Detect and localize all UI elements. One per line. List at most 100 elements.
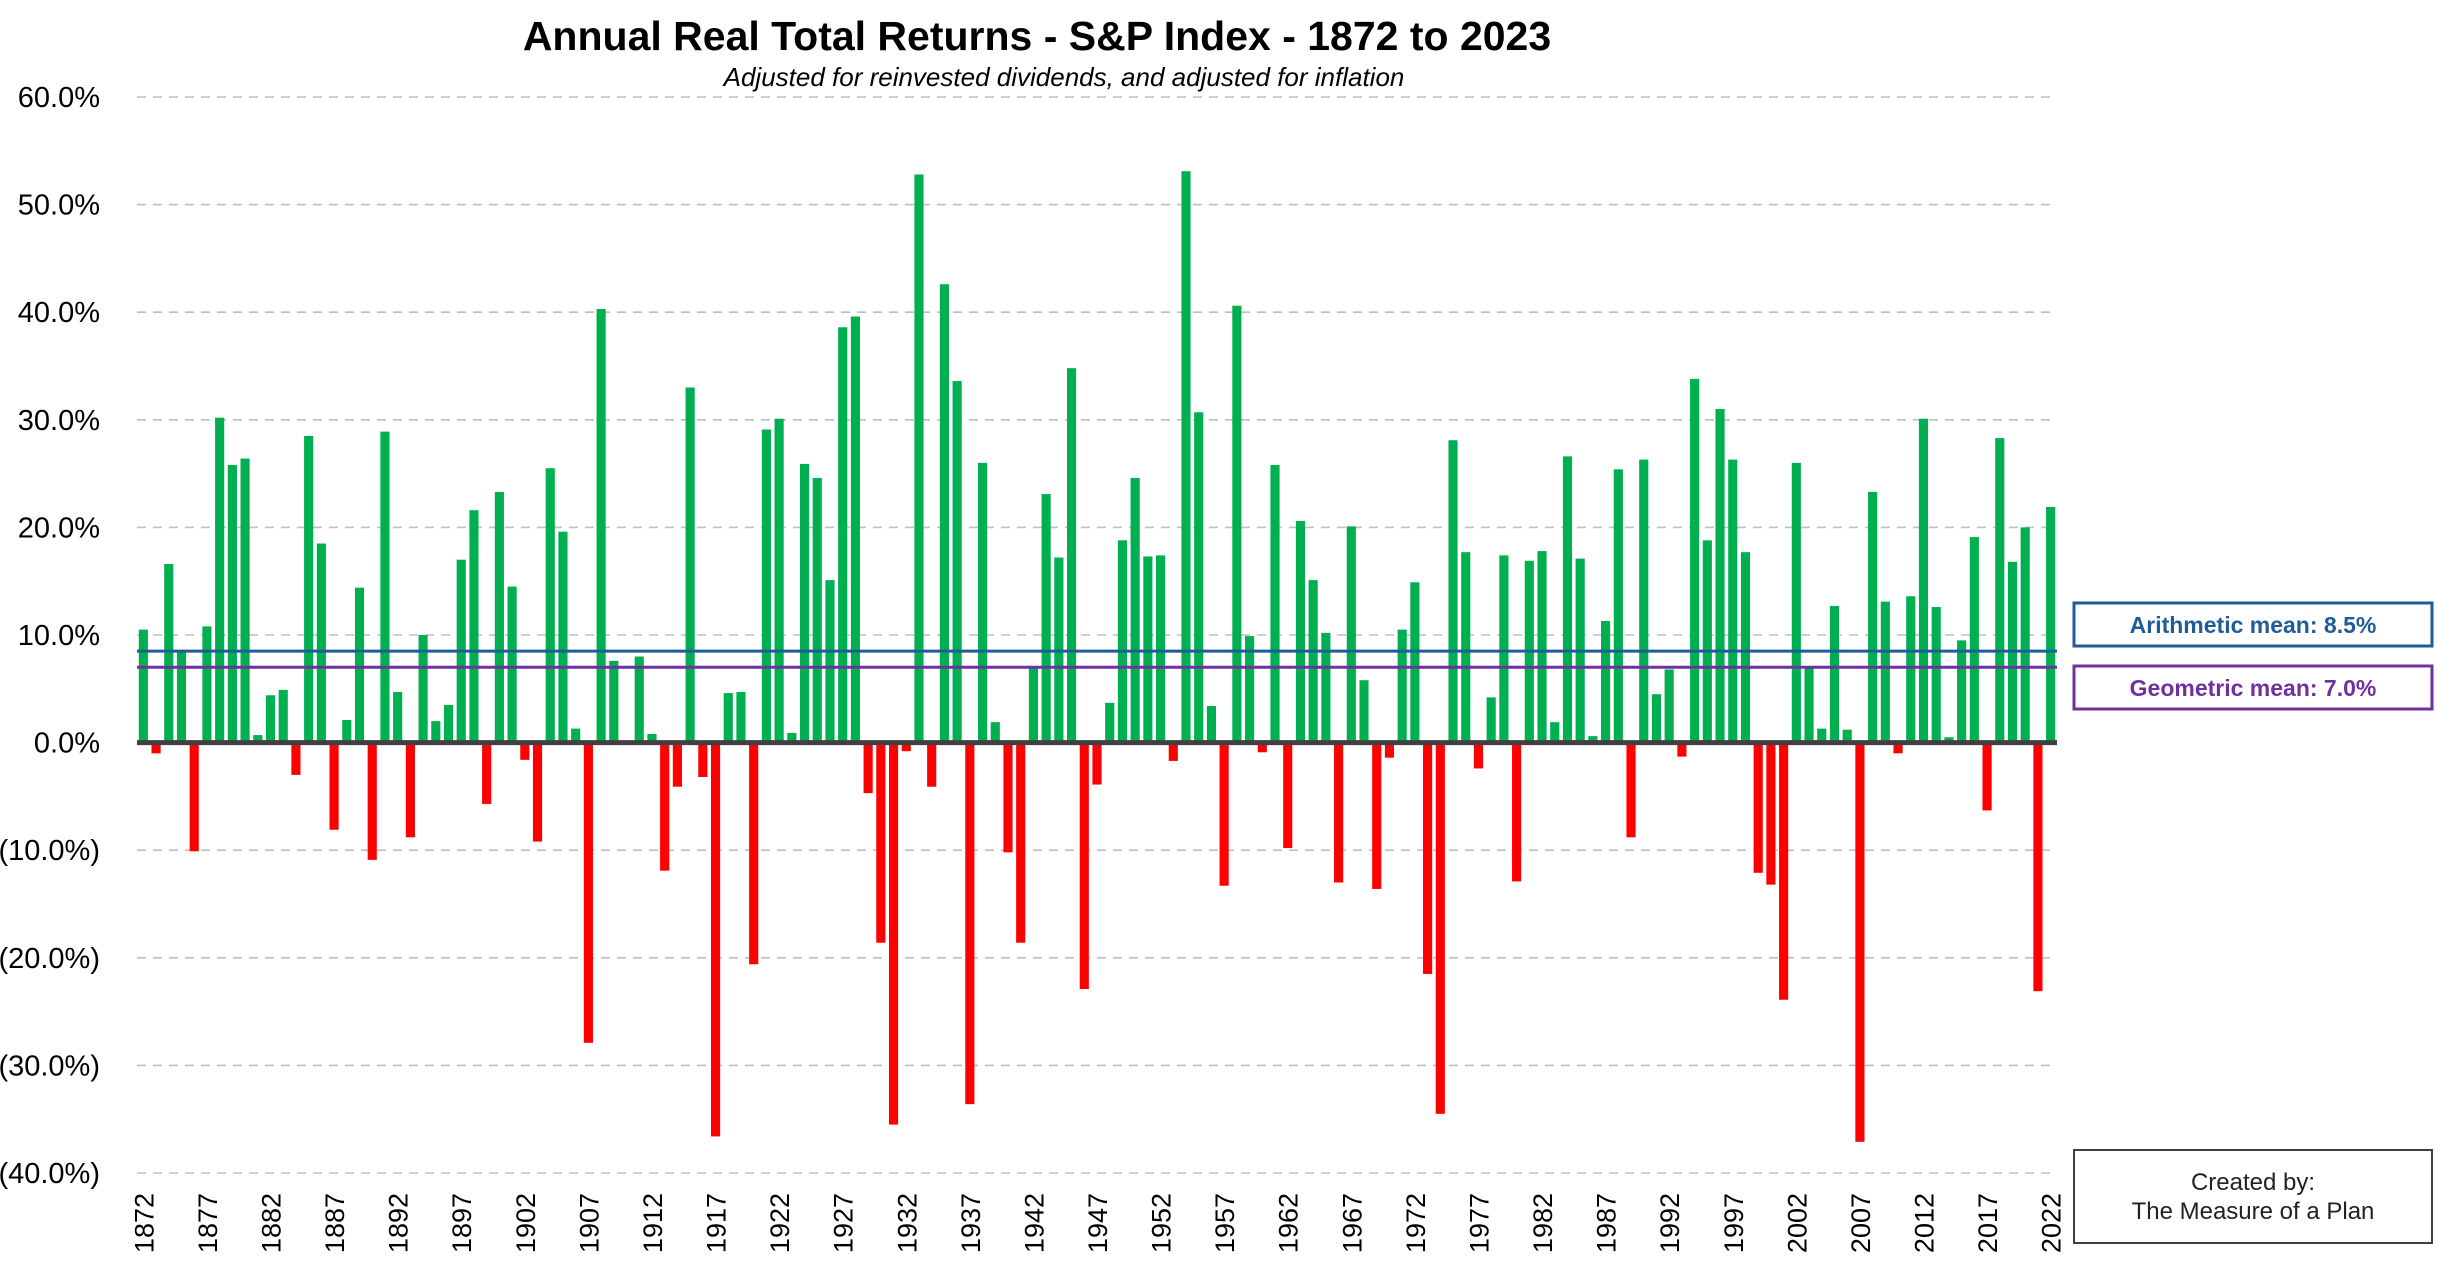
bar-1953 xyxy=(1168,742,1178,761)
bar-1986 xyxy=(1588,736,1598,743)
bar-1935 xyxy=(939,284,949,743)
x-tick-label: 1967 xyxy=(1337,1193,1367,1253)
bar-1961 xyxy=(1270,464,1280,743)
bar-1882 xyxy=(265,695,276,743)
bar-1899 xyxy=(482,742,492,804)
created-by-note: Created by: The Measure of a Plan xyxy=(2073,1149,2433,1244)
bar-1926 xyxy=(825,580,835,743)
x-tick-label: 1897 xyxy=(447,1193,477,1253)
x-tick-label: 1917 xyxy=(702,1193,732,1253)
bar-1890 xyxy=(367,742,377,860)
x-tick-label: 2007 xyxy=(1846,1193,1876,1253)
x-tick-label: 1922 xyxy=(765,1193,795,1253)
bar-1876 xyxy=(189,742,199,852)
bar-1900 xyxy=(494,491,504,743)
chart-subtitle: Adjusted for reinvested dividends, and a… xyxy=(722,62,1405,92)
bar-1943 xyxy=(1041,494,1051,743)
bar-1898 xyxy=(469,510,479,743)
bar-1916 xyxy=(698,742,708,778)
bar-1946 xyxy=(1079,742,1089,989)
bar-1980 xyxy=(1512,742,1522,882)
bar-1962 xyxy=(1283,742,1293,849)
bar-1992 xyxy=(1664,669,1674,743)
bar-1947 xyxy=(1092,742,1102,785)
bar-1934 xyxy=(927,742,937,787)
x-tick-label: 1882 xyxy=(257,1193,287,1253)
bar-1948 xyxy=(1105,702,1115,743)
bar-1971 xyxy=(1397,629,1407,743)
x-tick-label: 2022 xyxy=(2037,1193,2067,1253)
mean-label-1: Geometric mean: 7.0% xyxy=(2130,675,2377,701)
bar-1969 xyxy=(1372,742,1382,889)
bars xyxy=(138,171,2056,1142)
bar-1886 xyxy=(316,543,326,743)
bar-2022 xyxy=(2046,506,2056,743)
bar-1919 xyxy=(736,692,746,743)
bar-1998 xyxy=(1740,552,1751,743)
bar-1974 xyxy=(1435,742,1445,1114)
bar-1949 xyxy=(1117,540,1127,743)
bar-1988 xyxy=(1613,469,1623,743)
bar-1996 xyxy=(1715,409,1725,743)
bar-1963 xyxy=(1295,520,1306,743)
bar-1922 xyxy=(774,418,784,743)
x-tick-label: 1987 xyxy=(1592,1193,1622,1253)
x-tick-label: 2002 xyxy=(1782,1193,1812,1253)
y-tick-label: 40.0% xyxy=(18,297,100,329)
bar-1978 xyxy=(1486,697,1496,743)
x-tick-label: 1892 xyxy=(384,1193,414,1253)
x-tick-label: 1937 xyxy=(956,1193,986,1253)
bar-2021 xyxy=(2033,742,2043,992)
bar-1950 xyxy=(1130,477,1140,743)
bar-1984 xyxy=(1562,456,1573,743)
bar-1928 xyxy=(850,316,860,743)
x-tick-label: 1907 xyxy=(574,1193,604,1253)
bar-1891 xyxy=(380,431,390,743)
bar-1993 xyxy=(1677,742,1687,757)
bar-1877 xyxy=(202,626,212,743)
created-by-line-2: The Measure of a Plan xyxy=(2132,1198,2375,1225)
bar-1933 xyxy=(914,174,924,743)
bar-1894 xyxy=(418,635,428,743)
bar-1896 xyxy=(443,704,454,743)
bar-1957 xyxy=(1219,742,1229,886)
bar-1905 xyxy=(558,531,568,743)
bar-1942 xyxy=(1028,666,1038,743)
bar-2006 xyxy=(1842,729,1852,743)
bar-2005 xyxy=(1829,605,1840,743)
bar-1968 xyxy=(1359,680,1369,743)
x-tick-label: 1957 xyxy=(1210,1193,1240,1253)
bar-2013 xyxy=(1931,607,1941,743)
bar-1901 xyxy=(507,586,517,743)
bar-1885 xyxy=(304,435,314,743)
bar-1995 xyxy=(1702,540,1712,743)
bar-1914 xyxy=(672,742,682,787)
bar-1991 xyxy=(1651,694,1662,743)
bar-1893 xyxy=(405,742,415,838)
created-by-box xyxy=(2073,1149,2433,1244)
created-by-line-1: Created by: xyxy=(2191,1169,2315,1196)
bar-1931 xyxy=(888,742,899,1125)
bar-1932 xyxy=(901,742,911,752)
mean-lines: Arithmetic mean: 8.5% Geometric mean: 7.0… xyxy=(137,601,2434,711)
bar-1888 xyxy=(342,720,352,743)
bar-2016 xyxy=(1969,537,1979,743)
x-tick-label: 1887 xyxy=(320,1193,350,1253)
x-tick-label: 1977 xyxy=(1464,1193,1494,1253)
bar-1983 xyxy=(1550,722,1560,743)
y-axis-ticks: 60.0% 50.0% 40.0% 30.0% 20.0% 10.0% 0.0% (10.0%… xyxy=(0,82,100,1190)
bar-1911 xyxy=(634,656,644,743)
x-axis-ticks: 1872 1877 1882 1887 1892 1897 1902 1907 1912 1917… xyxy=(129,1193,2066,1253)
bar-2012 xyxy=(1918,418,1929,743)
bar-1884 xyxy=(291,742,301,775)
bar-1923 xyxy=(787,732,797,743)
bar-1989 xyxy=(1626,742,1636,838)
bar-1973 xyxy=(1423,742,1433,974)
y-tick-label: (30.0%) xyxy=(0,1050,100,1082)
bar-1883 xyxy=(278,689,288,743)
bar-1937 xyxy=(965,742,975,1105)
bar-1902 xyxy=(520,742,530,760)
bar-1879 xyxy=(227,464,237,743)
bar-1874 xyxy=(164,563,174,743)
